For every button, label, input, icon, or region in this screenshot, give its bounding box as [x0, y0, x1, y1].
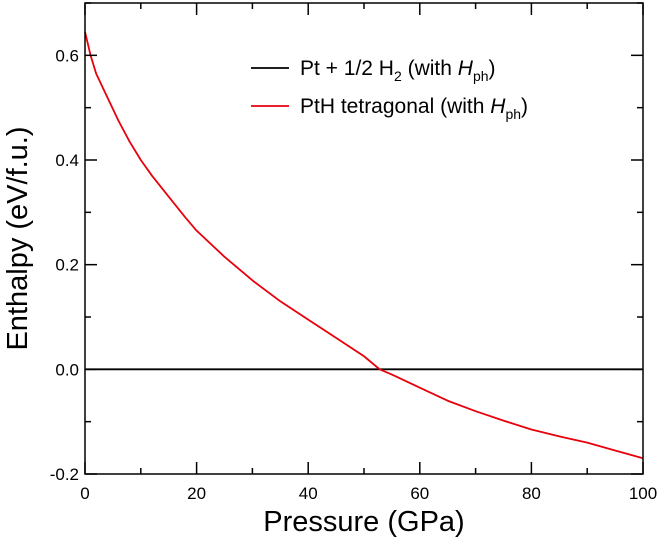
y-tick-label-1: 0.0 — [55, 360, 79, 379]
y-axis-title: Enthalpy (eV/f.u.) — [2, 126, 34, 350]
y-tick-label-2: 0.2 — [55, 256, 79, 275]
legend-label-pth-tetragonal: PtH tetragonal (with Hph) — [300, 95, 528, 122]
series-layer — [84, 31, 644, 460]
y-tick-label-3: 0.4 — [55, 151, 79, 170]
ticks-layer: 0 20 40 60 80 100 -0.2 0.0 0.2 0.4 0.6 — [50, 2, 657, 503]
y-tick-label-0: -0.2 — [50, 465, 79, 484]
x-tick-label-80: 80 — [522, 484, 541, 503]
x-tick-label-40: 40 — [299, 484, 318, 503]
x-axis-title: Pressure (GPa) — [263, 506, 464, 538]
x-tick-label-20: 20 — [187, 484, 206, 503]
series-line-1 — [84, 31, 644, 460]
y-tick-label-4: 0.6 — [55, 46, 79, 65]
x-tick-label-0: 0 — [80, 484, 89, 503]
legend-label-pt-h2: Pt + 1/2 H2 (with Hph) — [300, 57, 496, 84]
x-tick-label-100: 100 — [629, 484, 657, 503]
x-tick-label-60: 60 — [410, 484, 429, 503]
legend: Pt + 1/2 H2 (with Hph) PtH tetragonal (w… — [251, 57, 528, 122]
